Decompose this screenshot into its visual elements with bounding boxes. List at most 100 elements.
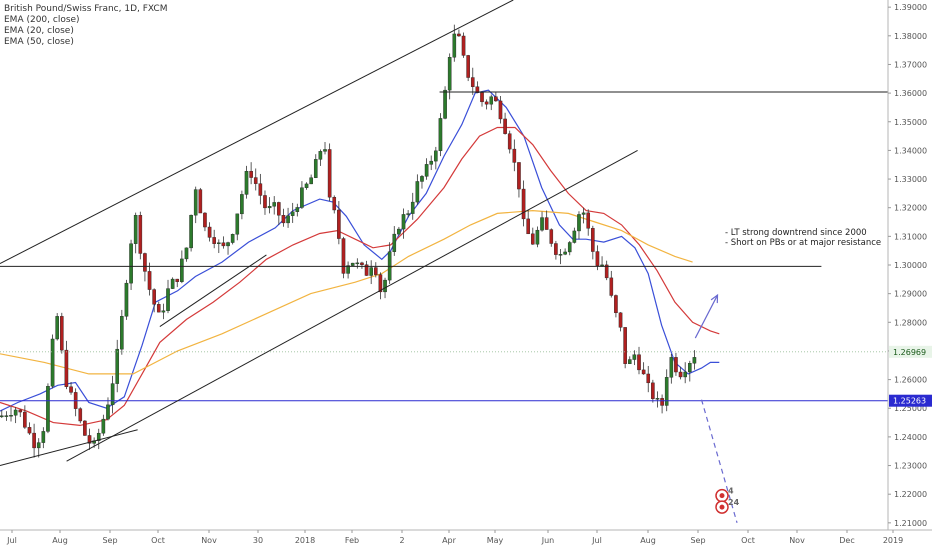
candle-body — [655, 398, 660, 400]
legend-title[interactable]: British Pound/Swiss Franc, 1D, FXCM — [4, 4, 168, 14]
candle-body — [226, 242, 230, 247]
candle-body — [207, 226, 212, 238]
candle-body — [420, 176, 424, 182]
candle-body — [563, 251, 567, 255]
candle-body — [23, 411, 27, 428]
text-note[interactable]: - LT strong downtrend since 2000 - Short… — [725, 228, 881, 248]
x-tick-label: May — [487, 536, 504, 545]
candle-body — [549, 229, 554, 244]
candle-body — [401, 214, 406, 230]
y-tick-label: 1.30000 — [894, 261, 927, 270]
candle-body — [674, 357, 678, 373]
candle-body — [235, 213, 240, 235]
current-price-label-bg — [889, 345, 932, 358]
candle-body — [466, 55, 470, 78]
candle-body — [415, 181, 420, 203]
candle-body — [318, 151, 323, 160]
legend-ema50[interactable]: EMA (50, close) — [4, 37, 74, 47]
candle-body — [452, 33, 457, 58]
candle-body — [600, 264, 604, 267]
legend-ema200[interactable]: EMA (200, close) — [4, 15, 80, 25]
candle-body — [110, 383, 115, 406]
candle-body — [240, 194, 244, 215]
candle-body — [503, 118, 507, 134]
candle-body — [567, 242, 572, 253]
x-tick-label: Nov — [789, 536, 805, 545]
candle-body — [249, 170, 253, 178]
candle-body — [637, 354, 641, 371]
legend-ema20[interactable]: EMA (20, close) — [4, 26, 74, 36]
candle-body — [184, 247, 189, 260]
candle-body — [217, 242, 221, 244]
candle-body — [526, 218, 530, 235]
y-tick-label: 1.33000 — [894, 175, 927, 184]
candle-body — [627, 359, 632, 364]
candle-body — [41, 431, 46, 443]
candle-body — [212, 237, 216, 244]
candle-body — [406, 213, 410, 215]
legend: British Pound/Swiss Franc, 1D, FXCM EMA … — [4, 4, 167, 48]
candle-body — [484, 101, 489, 105]
candle-body — [133, 215, 138, 244]
candle-body — [614, 295, 618, 314]
candle-body — [129, 243, 133, 284]
y-tick-label: 1.25000 — [894, 404, 927, 413]
x-tick-label: Aug — [52, 536, 68, 545]
candle-body — [309, 177, 313, 185]
time-axis[interactable]: Jul Aug Sep Oct Nov 30 2018 Feb 2 Apr May Jun Jul Aug… — [0, 529, 932, 545]
candle-body — [517, 162, 521, 190]
candles — [0, 24, 697, 458]
candle-body — [244, 170, 249, 195]
candle-body — [595, 251, 600, 266]
x-tick-label: Dec — [839, 536, 854, 545]
candle-body — [447, 57, 452, 91]
candle-body — [4, 415, 9, 417]
drawing-lines[interactable] — [0, 0, 888, 524]
candle-body — [531, 233, 535, 245]
candle-body — [323, 149, 327, 152]
candle-body — [554, 243, 558, 255]
candle-body — [558, 254, 563, 256]
candle-body — [180, 258, 184, 282]
candle-body — [87, 435, 92, 444]
candle-body — [470, 77, 475, 87]
y-tick-label: 1.31000 — [894, 232, 927, 241]
candle-body — [540, 217, 544, 231]
y-tick-label: 1.37000 — [894, 60, 927, 69]
y-tick-label: 1.23000 — [894, 462, 927, 471]
candle-body — [60, 316, 64, 351]
candle-body — [277, 202, 281, 216]
candle-body — [438, 118, 443, 152]
projection-up-arrowhead — [710, 293, 719, 304]
candle-body — [69, 386, 73, 393]
candle-body — [138, 215, 143, 254]
candle-body — [13, 409, 18, 416]
candle-body — [498, 100, 503, 120]
candle-body — [32, 432, 36, 449]
event-badge-dot — [719, 493, 725, 499]
candle-body — [364, 264, 369, 276]
projection-down-line — [700, 399, 738, 524]
candle-body — [175, 278, 180, 282]
y-tick-label: 1.26000 — [894, 376, 927, 385]
candle-body — [161, 310, 166, 313]
candle-body — [281, 215, 286, 224]
candle-body — [581, 212, 586, 215]
support-price-label: 1.25263 — [893, 397, 926, 406]
candle-body — [591, 228, 595, 252]
ema-line-ema50 — [0, 126, 720, 427]
candle-body — [18, 409, 23, 413]
candle-body — [623, 327, 627, 364]
candle-body — [392, 233, 397, 252]
candle-body — [36, 442, 41, 449]
ema-line-ema20 — [0, 89, 720, 412]
trend-line — [0, 0, 514, 265]
candle-body — [507, 133, 512, 150]
candle-body — [55, 316, 59, 340]
candle-body — [604, 264, 609, 279]
event-badges[interactable]: 424 — [715, 487, 740, 514]
price-axis[interactable]: 1.39000 1.38000 1.37000 1.36000 1.35000 1.340… — [887, 0, 932, 530]
candle-body — [489, 96, 494, 105]
candle-body — [143, 253, 147, 272]
